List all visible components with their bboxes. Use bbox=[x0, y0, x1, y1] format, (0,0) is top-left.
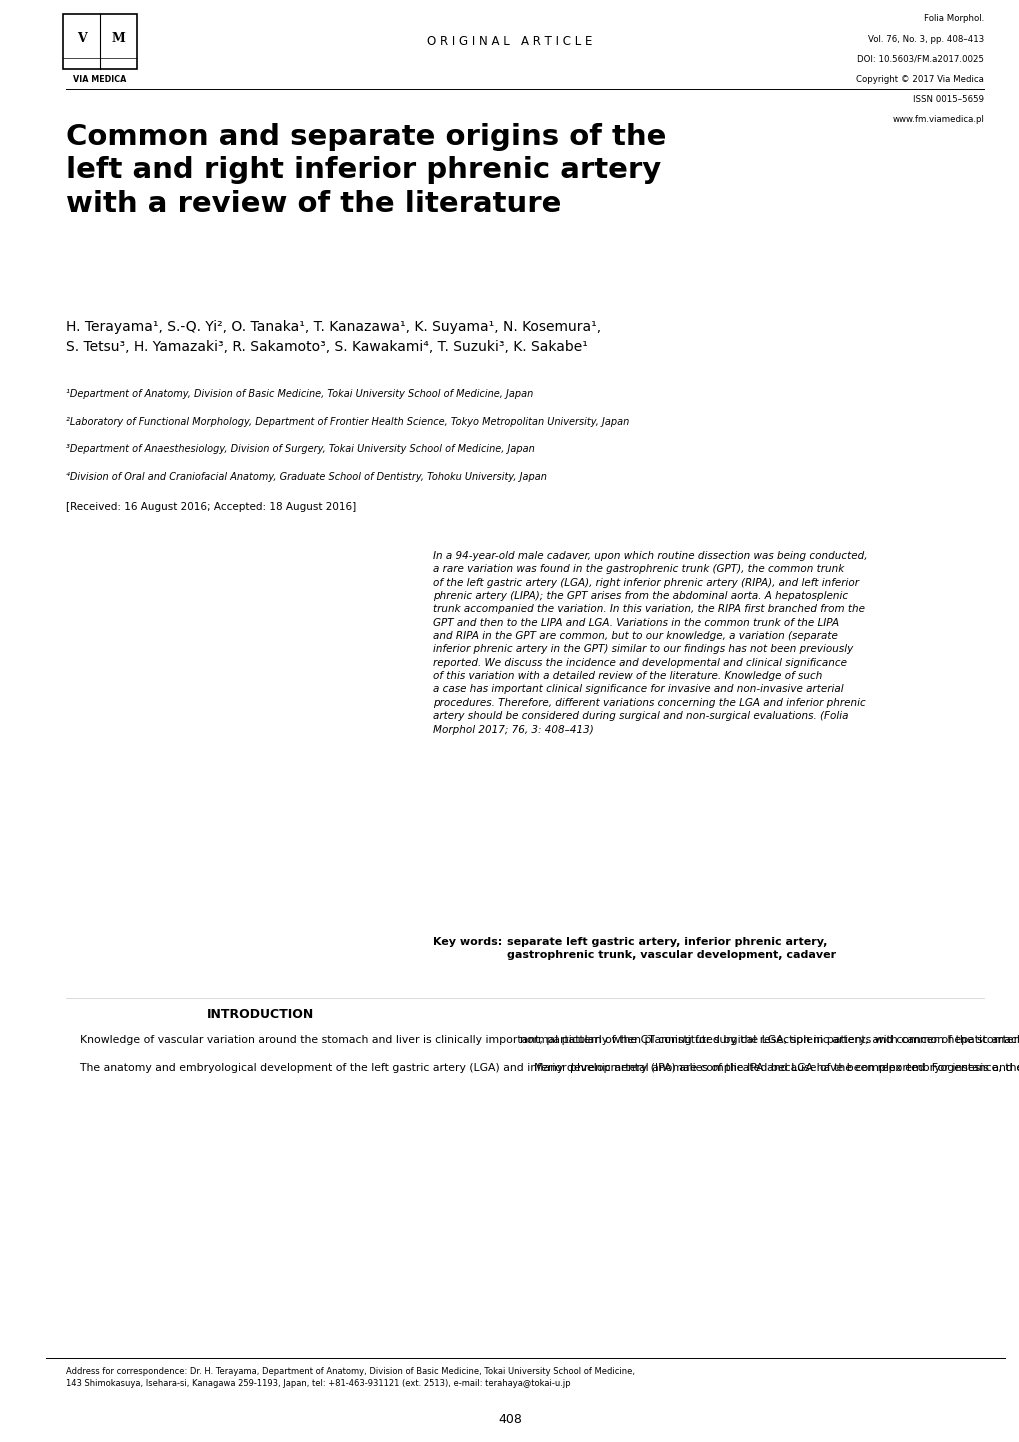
Text: normal pattern of the CT constituted by the LGA, splenic artery, and common hepa: normal pattern of the CT constituted by … bbox=[520, 1035, 1019, 1073]
Text: Folia Morphol.: Folia Morphol. bbox=[923, 14, 983, 23]
Text: Address for correspondence: Dr. H. Terayama, Department of Anatomy, Division of : Address for correspondence: Dr. H. Teray… bbox=[66, 1367, 635, 1387]
Text: INTRODUCTION: INTRODUCTION bbox=[206, 1008, 314, 1021]
Text: Key words:: Key words: bbox=[433, 937, 506, 947]
Text: DOI: 10.5603/FM.a2017.0025: DOI: 10.5603/FM.a2017.0025 bbox=[856, 55, 983, 63]
Text: ⁴Division of Oral and Craniofacial Anatomy, Graduate School of Dentistry, Tohoku: ⁴Division of Oral and Craniofacial Anato… bbox=[66, 472, 546, 482]
FancyBboxPatch shape bbox=[63, 14, 137, 69]
Text: O R I G I N A L   A R T I C L E: O R I G I N A L A R T I C L E bbox=[427, 35, 592, 49]
Text: 408: 408 bbox=[497, 1413, 522, 1426]
Text: ²Laboratory of Functional Morphology, Department of Frontier Health Science, Tok: ²Laboratory of Functional Morphology, De… bbox=[66, 417, 629, 427]
Text: www.fm.viamedica.pl: www.fm.viamedica.pl bbox=[892, 115, 983, 124]
Text: ¹Department of Anatomy, Division of Basic Medicine, Tokai University School of M: ¹Department of Anatomy, Division of Basi… bbox=[66, 389, 533, 399]
Text: Common and separate origins of the
left and right inferior phrenic artery
with a: Common and separate origins of the left … bbox=[66, 123, 666, 218]
Text: ISSN 0015–5659: ISSN 0015–5659 bbox=[912, 95, 983, 104]
Text: Knowledge of vascular variation around the stomach and liver is clinically impor: Knowledge of vascular variation around t… bbox=[66, 1035, 1019, 1073]
Text: H. Terayama¹, S.-Q. Yi², O. Tanaka¹, T. Kanazawa¹, K. Suyama¹, N. Kosemura¹,
S. : H. Terayama¹, S.-Q. Yi², O. Tanaka¹, T. … bbox=[66, 320, 601, 353]
Text: In a 94-year-old male cadaver, upon which routine dissection was being conducted: In a 94-year-old male cadaver, upon whic… bbox=[433, 551, 867, 734]
Text: ³Department of Anaesthesiology, Division of Surgery, Tokai University School of : ³Department of Anaesthesiology, Division… bbox=[66, 444, 535, 454]
Text: [Received: 16 August 2016; Accepted: 18 August 2016]: [Received: 16 August 2016; Accepted: 18 … bbox=[66, 502, 357, 512]
Text: separate left gastric artery, inferior phrenic artery,
gastrophrenic trunk, vasc: separate left gastric artery, inferior p… bbox=[506, 937, 836, 960]
Text: V: V bbox=[76, 32, 87, 46]
Text: Vol. 76, No. 3, pp. 408–413: Vol. 76, No. 3, pp. 408–413 bbox=[867, 35, 983, 43]
Text: VIA MEDICA: VIA MEDICA bbox=[73, 75, 126, 84]
Text: M: M bbox=[111, 32, 125, 46]
Text: Copyright © 2017 Via Medica: Copyright © 2017 Via Medica bbox=[856, 75, 983, 84]
